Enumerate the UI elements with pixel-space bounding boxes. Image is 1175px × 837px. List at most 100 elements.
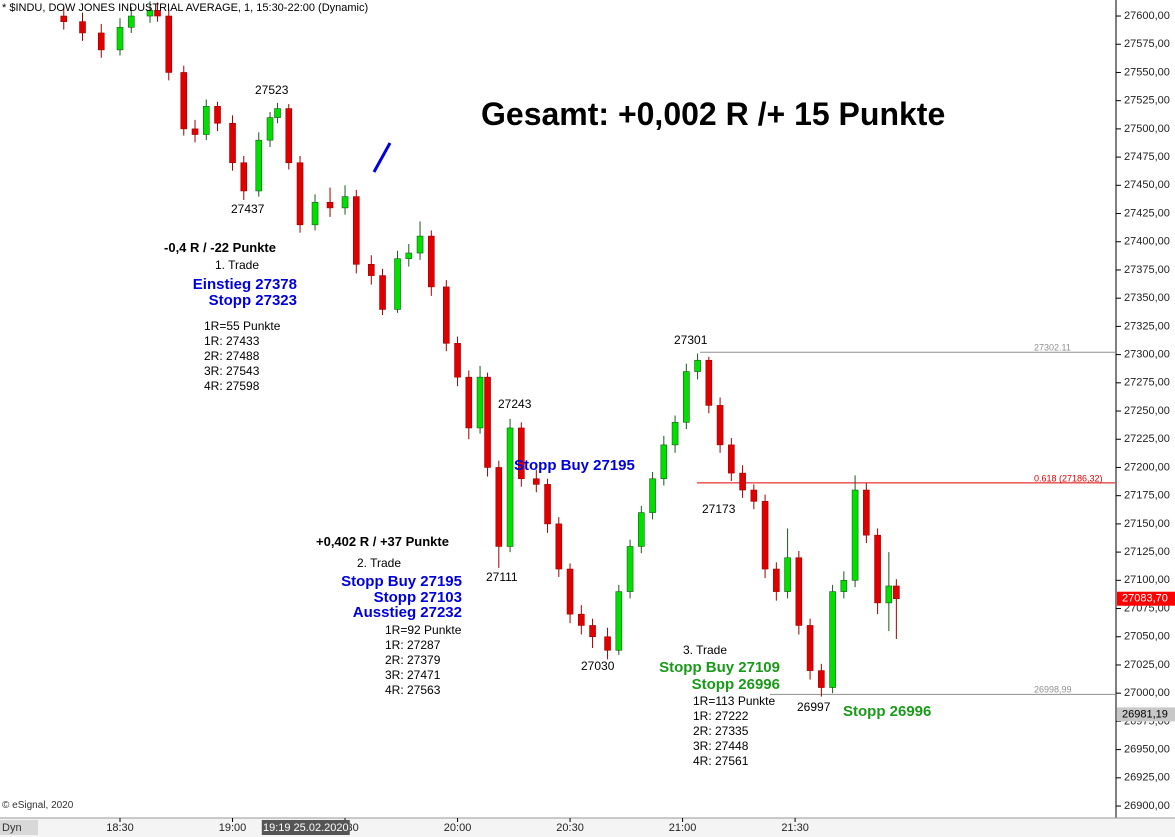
candle-body — [180, 72, 188, 130]
candle-body — [326, 201, 334, 209]
candle-body — [694, 359, 701, 372]
candle-body — [795, 557, 803, 626]
y-tick-label: 27000,00 — [1124, 687, 1170, 699]
trade-order: Stopp Buy 27109 — [659, 659, 780, 676]
trade-level: 1R=113 Punkte — [693, 694, 776, 708]
y-tick-label: 27250,00 — [1124, 405, 1170, 417]
candle-body — [79, 21, 86, 34]
candle-body — [154, 10, 161, 17]
candle-body — [506, 427, 514, 547]
trade-order: Einstieg 27378 — [192, 276, 297, 293]
candle-body — [202, 106, 210, 135]
candle-body — [443, 286, 450, 344]
time-axis-band — [0, 818, 1175, 837]
y-tick-label: 27225,00 — [1124, 433, 1170, 445]
extreme-label: 27301 — [674, 333, 708, 347]
horizontal-line-label: 27302.11 — [1034, 343, 1071, 353]
candle-body — [555, 523, 563, 570]
summary: Gesamt: +0,002 R /+ 15 Punkte — [481, 96, 946, 132]
horizontal-line-label: 0.618 (27186,32) — [1034, 473, 1103, 483]
y-tick-label: 26925,00 — [1124, 772, 1170, 784]
trade-result: +0,402 R / +37 Punkte — [316, 534, 449, 549]
candle-body — [495, 467, 503, 547]
candle-body — [367, 264, 375, 276]
mode-box — [0, 820, 38, 835]
candle-body — [874, 534, 881, 604]
trade-level: 2R: 27379 — [385, 653, 441, 667]
extreme-label: 27030 — [581, 659, 615, 673]
trade-result: -0,4 R / -22 Punkte — [164, 240, 276, 255]
candle-body — [266, 117, 274, 141]
candle-body — [255, 139, 263, 192]
candle-body — [454, 343, 461, 378]
price-marker — [1117, 591, 1175, 606]
trade-level: 4R: 27598 — [204, 379, 260, 393]
y-tick-label: 27300,00 — [1124, 349, 1170, 361]
header: * $INDU, DOW JONES INDUSTRIAL AVERAGE, 1… — [2, 2, 369, 14]
candle-body — [818, 670, 825, 688]
extreme-label: 26997 — [797, 700, 831, 714]
extreme-label: 27111 — [486, 570, 518, 584]
candle-body — [566, 568, 574, 615]
trade-level: 2R: 27335 — [693, 724, 749, 738]
y-tick-label: 27400,00 — [1124, 236, 1170, 248]
candle-body — [296, 162, 304, 226]
extreme-label: 27523 — [255, 83, 289, 97]
y-tick-label: 27500,00 — [1124, 123, 1170, 135]
candle-body — [352, 196, 360, 265]
extreme-label: 27173 — [702, 502, 736, 516]
candle-body — [626, 546, 634, 592]
candle-body — [97, 32, 105, 51]
candle-body — [484, 376, 491, 468]
y-tick-label: 27450,00 — [1124, 179, 1170, 191]
candle-body — [604, 636, 611, 651]
candle-body — [285, 108, 293, 164]
y-tick-label: 27350,00 — [1124, 292, 1170, 304]
candle-body — [671, 422, 679, 446]
candle-body — [615, 591, 623, 651]
candle-body — [165, 15, 173, 73]
candle-body — [705, 359, 713, 406]
y-tick-label: 27525,00 — [1124, 95, 1170, 107]
candle-body — [851, 489, 859, 581]
candle-body — [405, 252, 413, 259]
price-marker — [1117, 707, 1175, 722]
mode: Dyn — [2, 822, 22, 834]
candle-body — [716, 405, 724, 446]
y-tick-label: 27550,00 — [1124, 66, 1170, 78]
trade-order: Stopp Buy 27195 — [341, 573, 462, 590]
candle-body — [728, 444, 735, 474]
candle-body — [60, 15, 68, 22]
y-tick-label: 27600,00 — [1124, 10, 1170, 22]
candle-body — [739, 472, 746, 491]
x-tick-label: 20:00 — [444, 822, 472, 834]
candle-body — [578, 613, 585, 626]
y-tick-label: 27325,00 — [1124, 320, 1170, 332]
y-tick-label: 27425,00 — [1124, 207, 1170, 219]
candle-body — [806, 625, 814, 671]
y-tick-label: 27200,00 — [1124, 461, 1170, 473]
candle-body — [840, 580, 848, 592]
trade-level: 1R: 27433 — [204, 334, 260, 348]
y-tick-label: 27050,00 — [1124, 631, 1170, 643]
candle-body — [274, 108, 281, 118]
trade-level: 3R: 27543 — [204, 364, 260, 378]
cursor-label: 19:19 25.02.2020 — [263, 822, 349, 834]
y-tick-label: 26900,00 — [1124, 800, 1170, 812]
trade-name: 3. Trade — [682, 643, 728, 657]
y-tick-label: 27375,00 — [1124, 264, 1170, 276]
y-tick-label: 27025,00 — [1124, 659, 1170, 671]
trade-name: 1. Trade — [214, 258, 260, 272]
trade-level: 1R=55 Punkte — [204, 319, 281, 333]
candle-body — [638, 512, 645, 547]
candle-body — [214, 106, 221, 124]
candle-body — [311, 201, 319, 226]
candle-body — [240, 162, 248, 192]
candle-body — [544, 484, 551, 525]
trade-order: Stopp 26996 — [691, 676, 780, 693]
x-tick-label: 21:30 — [781, 822, 809, 834]
candle-body — [394, 258, 401, 310]
candle-body — [589, 625, 596, 638]
